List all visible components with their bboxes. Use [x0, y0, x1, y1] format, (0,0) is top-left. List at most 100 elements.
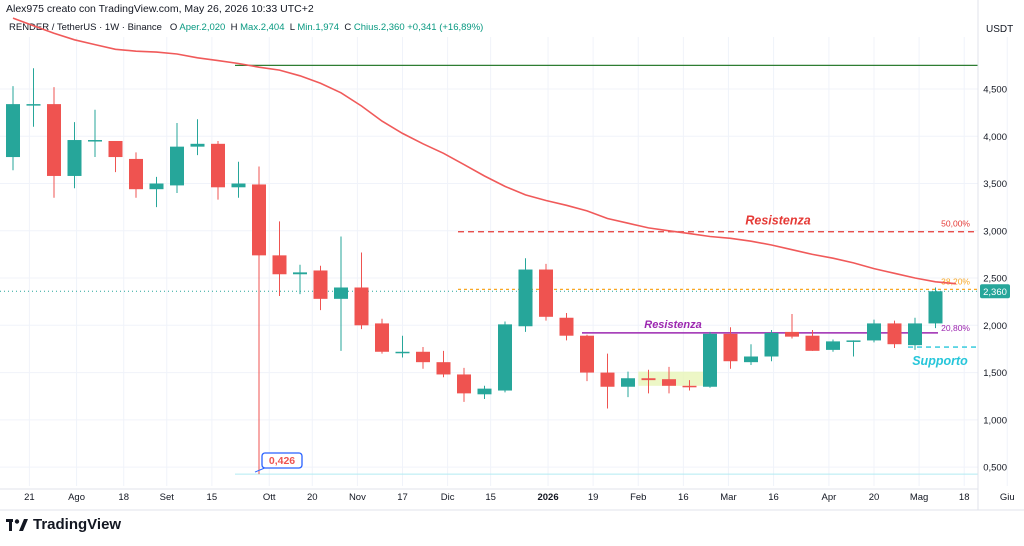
candle[interactable] [47, 87, 61, 198]
x-tick-label: Mar [720, 492, 736, 503]
resistance-label: Resistenza [745, 214, 810, 228]
candle[interactable] [67, 122, 82, 189]
candle-body [416, 351, 430, 363]
candle[interactable] [867, 319, 881, 343]
candle[interactable] [785, 313, 799, 339]
candle[interactable] [621, 371, 635, 398]
candle[interactable] [395, 335, 410, 358]
x-tick-label: 18 [959, 492, 970, 503]
candle[interactable] [580, 334, 594, 382]
candle-body [47, 104, 61, 176]
candle[interactable] [457, 367, 471, 402]
x-tick-label: 18 [118, 492, 129, 503]
x-tick-label: 21 [24, 492, 35, 503]
candle-body [129, 158, 143, 190]
candle[interactable] [211, 140, 225, 200]
low-callout-box[interactable] [261, 452, 303, 469]
candle-body [436, 362, 451, 375]
candle[interactable] [416, 347, 430, 369]
candle[interactable] [682, 380, 697, 391]
candle-body [170, 146, 184, 186]
candle-body [908, 323, 922, 346]
candle[interactable] [293, 264, 307, 295]
candle[interactable] [539, 263, 553, 321]
y-tick-label: 2,000 [983, 321, 1007, 332]
candle[interactable] [354, 252, 369, 330]
candle[interactable] [6, 86, 20, 171]
tradingview-logo-icon [6, 518, 28, 532]
candle[interactable] [600, 353, 615, 409]
candle-body [211, 143, 225, 188]
candle-body [621, 378, 635, 387]
candle[interactable] [518, 258, 533, 332]
candle-body [313, 270, 328, 299]
candle[interactable] [272, 221, 287, 297]
candle-body [354, 287, 369, 326]
y-tick-label: 4,500 [983, 84, 1007, 95]
x-tick-label: 15 [485, 492, 496, 503]
candle[interactable] [723, 327, 738, 369]
candle-body [375, 323, 389, 352]
candle[interactable] [846, 340, 861, 357]
close-label: C [344, 22, 352, 33]
candle[interactable] [908, 317, 922, 350]
candle[interactable] [477, 385, 492, 400]
high-value: Max.2,404 [240, 22, 285, 33]
candle-body [580, 335, 594, 373]
brand-name: TradingView [33, 516, 122, 533]
high-label: H [230, 22, 238, 33]
low-value: Min.1,974 [297, 22, 340, 33]
candle[interactable] [231, 161, 246, 198]
candle-body [6, 104, 20, 158]
candle-body [293, 272, 307, 275]
candle-body [477, 388, 492, 395]
candle[interactable] [641, 369, 656, 394]
candle[interactable] [703, 331, 717, 388]
candle[interactable] [887, 320, 902, 348]
last-price-label: 2,360 [983, 287, 1007, 298]
candle[interactable] [88, 109, 102, 158]
candle[interactable] [334, 236, 348, 351]
candle-body [744, 356, 758, 363]
candle[interactable] [313, 265, 328, 311]
open-value: Aper.2,020 [179, 22, 226, 33]
candle-body [108, 140, 123, 158]
candle-body [723, 333, 738, 362]
candle[interactable] [498, 321, 512, 393]
y-tick-label: 3,500 [983, 179, 1007, 190]
candle[interactable] [149, 176, 164, 208]
candle[interactable] [436, 350, 451, 378]
fib-50-label: 50,00% [941, 219, 970, 229]
candle[interactable] [375, 318, 389, 354]
candle-body [826, 341, 840, 350]
candle-body [764, 332, 779, 357]
candle[interactable] [805, 330, 820, 351]
candle[interactable] [252, 166, 266, 475]
candle-body [805, 335, 820, 351]
candle[interactable] [928, 287, 943, 329]
horizontal-levels: 50,00% 38,20% Resistenza 20,80% Supporto Resi… [0, 64, 978, 475]
candle[interactable] [190, 119, 205, 156]
candle[interactable] [559, 313, 574, 341]
footer: TradingView [6, 516, 121, 533]
candle[interactable] [764, 330, 779, 362]
candle[interactable] [170, 123, 184, 193]
candle[interactable] [26, 68, 41, 127]
candle[interactable] [108, 140, 123, 173]
candle-body [682, 385, 697, 388]
candle[interactable] [826, 339, 840, 352]
x-tick-label: Giu [1000, 492, 1015, 503]
y-tick-label: 1,000 [983, 415, 1007, 426]
candle-body [641, 378, 656, 381]
candle-body [539, 269, 553, 317]
candle[interactable] [662, 366, 676, 394]
candle-body [559, 317, 574, 336]
candle-body [498, 324, 512, 391]
candle-body [26, 104, 41, 106]
x-tick-label: 2026 [537, 492, 558, 503]
candle[interactable] [129, 152, 143, 198]
symbol-name[interactable]: RENDER / TetherUS · 1W · Binance [9, 22, 162, 33]
candle-body [272, 255, 287, 275]
candle[interactable] [744, 344, 758, 366]
